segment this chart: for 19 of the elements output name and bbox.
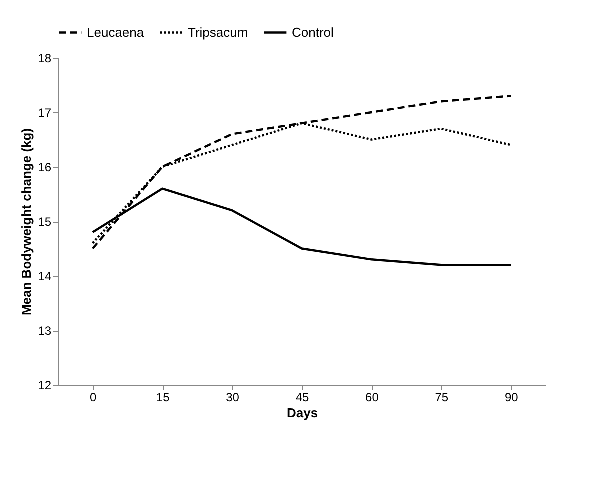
y-tick-label: 17 xyxy=(38,106,52,120)
y-tick-label: 18 xyxy=(38,52,52,66)
x-tick-label: 90 xyxy=(504,390,519,404)
x-tick-label: 30 xyxy=(226,390,240,404)
legend-label: Control xyxy=(292,24,334,40)
legend-label: Leucaena xyxy=(87,24,145,40)
y-tick-label: 16 xyxy=(38,160,52,174)
x-tick-label: 15 xyxy=(156,390,170,404)
x-tick-label: 45 xyxy=(296,390,310,404)
x-tick-label: 75 xyxy=(435,390,449,404)
y-tick-label: 15 xyxy=(38,215,52,229)
x-axis-title: Days xyxy=(286,406,318,420)
y-tick-label: 12 xyxy=(38,378,52,392)
y-tick-label: 13 xyxy=(38,324,52,338)
y-tick-label: 14 xyxy=(38,270,52,284)
x-tick-label: 0 xyxy=(90,390,98,404)
y-axis-title: Mean Bodyweight change (kg) xyxy=(19,128,34,316)
x-tick-label: 60 xyxy=(366,390,380,404)
legend-label: Tripsacum xyxy=(188,24,248,40)
